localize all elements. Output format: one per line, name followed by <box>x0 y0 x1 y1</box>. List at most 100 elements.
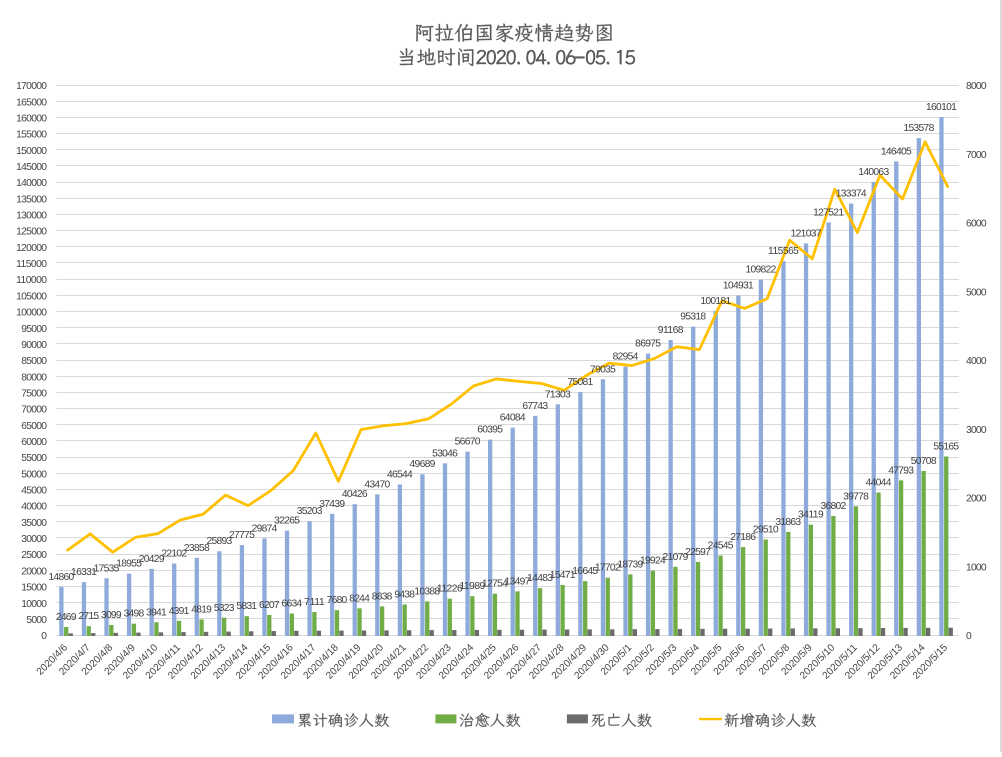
svg-text:140063: 140063 <box>858 167 889 178</box>
svg-text:4391: 4391 <box>169 606 190 617</box>
svg-text:22597: 22597 <box>685 547 711 558</box>
svg-text:25000: 25000 <box>21 550 47 561</box>
svg-text:16645: 16645 <box>572 566 598 577</box>
svg-text:133374: 133374 <box>836 189 867 200</box>
svg-text:49689: 49689 <box>410 459 436 470</box>
svg-text:165000: 165000 <box>16 97 47 108</box>
svg-text:3498: 3498 <box>124 609 145 620</box>
svg-text:22102: 22102 <box>161 548 187 559</box>
svg-text:100000: 100000 <box>16 308 47 319</box>
svg-text:115000: 115000 <box>16 259 47 270</box>
svg-text:65000: 65000 <box>21 421 47 432</box>
svg-text:43470: 43470 <box>364 479 390 490</box>
svg-text:135000: 135000 <box>16 194 47 205</box>
svg-text:95318: 95318 <box>680 312 706 323</box>
svg-text:115565: 115565 <box>768 246 799 257</box>
svg-text:27775: 27775 <box>229 530 255 541</box>
svg-text:14860: 14860 <box>48 572 74 583</box>
svg-text:14483: 14483 <box>527 573 553 584</box>
svg-text:71303: 71303 <box>545 389 571 400</box>
svg-text:104931: 104931 <box>723 281 754 292</box>
svg-text:155000: 155000 <box>16 130 47 141</box>
svg-text:25893: 25893 <box>206 536 232 547</box>
svg-text:140000: 140000 <box>16 178 47 189</box>
svg-text:90000: 90000 <box>21 340 47 351</box>
svg-text:34119: 34119 <box>798 510 824 521</box>
svg-text:4000: 4000 <box>966 356 987 367</box>
svg-text:100181: 100181 <box>700 296 731 307</box>
svg-text:11226: 11226 <box>437 584 463 595</box>
svg-text:146405: 146405 <box>881 146 912 157</box>
svg-text:31863: 31863 <box>775 517 801 528</box>
svg-text:37439: 37439 <box>319 499 345 510</box>
svg-text:35203: 35203 <box>297 506 323 517</box>
svg-text:23858: 23858 <box>184 543 210 554</box>
svg-text:109822: 109822 <box>745 265 776 276</box>
svg-text:3941: 3941 <box>146 607 167 618</box>
svg-text:20429: 20429 <box>139 554 165 565</box>
svg-text:15471: 15471 <box>550 570 576 581</box>
svg-text:75081: 75081 <box>567 377 593 388</box>
svg-text:7111: 7111 <box>304 597 325 608</box>
svg-text:79035: 79035 <box>590 364 616 375</box>
svg-text:36802: 36802 <box>821 501 847 512</box>
svg-text:64084: 64084 <box>500 413 526 424</box>
svg-text:120000: 120000 <box>16 243 47 254</box>
svg-text:32265: 32265 <box>274 516 300 527</box>
svg-text:18739: 18739 <box>617 559 643 570</box>
svg-text:47793: 47793 <box>888 465 914 476</box>
svg-text:56670: 56670 <box>455 437 481 448</box>
svg-text:95000: 95000 <box>21 324 47 335</box>
svg-text:82954: 82954 <box>613 352 639 363</box>
svg-text:0: 0 <box>966 631 972 642</box>
svg-text:125000: 125000 <box>16 227 47 238</box>
svg-text:6634: 6634 <box>282 599 303 610</box>
svg-text:7000: 7000 <box>966 150 987 161</box>
svg-text:6207: 6207 <box>259 600 280 611</box>
svg-text:53046: 53046 <box>432 448 458 459</box>
svg-text:55000: 55000 <box>21 453 47 464</box>
svg-text:160000: 160000 <box>16 113 47 124</box>
svg-text:10000: 10000 <box>21 599 47 610</box>
svg-text:40426: 40426 <box>342 489 368 500</box>
svg-text:145000: 145000 <box>16 162 47 173</box>
svg-text:27186: 27186 <box>730 532 756 543</box>
svg-text:17702: 17702 <box>595 563 621 574</box>
svg-text:9438: 9438 <box>394 589 415 600</box>
svg-text:12754: 12754 <box>482 579 508 590</box>
svg-text:2000: 2000 <box>966 494 987 505</box>
svg-text:13497: 13497 <box>505 576 531 587</box>
svg-text:130000: 130000 <box>16 211 47 222</box>
svg-text:17535: 17535 <box>94 563 120 574</box>
svg-text:55165: 55165 <box>933 442 959 453</box>
svg-text:35000: 35000 <box>21 518 47 529</box>
svg-text:2715: 2715 <box>78 611 99 622</box>
svg-text:39778: 39778 <box>843 491 869 502</box>
svg-text:5000: 5000 <box>26 615 47 626</box>
svg-text:160101: 160101 <box>926 102 957 113</box>
svg-text:4819: 4819 <box>191 604 212 615</box>
svg-text:24545: 24545 <box>708 541 734 552</box>
svg-text:46544: 46544 <box>387 469 413 480</box>
svg-text:30000: 30000 <box>21 534 47 545</box>
svg-text:150000: 150000 <box>16 146 47 157</box>
svg-text:60000: 60000 <box>21 437 47 448</box>
svg-text:60395: 60395 <box>477 425 503 436</box>
svg-text:29874: 29874 <box>252 523 278 534</box>
svg-text:75000: 75000 <box>21 388 47 399</box>
svg-text:8838: 8838 <box>372 591 393 602</box>
svg-text:5323: 5323 <box>214 603 235 614</box>
svg-text:121037: 121037 <box>791 228 822 239</box>
svg-text:80000: 80000 <box>21 372 47 383</box>
svg-text:3000: 3000 <box>966 425 987 436</box>
svg-text:153578: 153578 <box>903 123 934 134</box>
svg-text:1000: 1000 <box>966 562 987 573</box>
svg-text:44044: 44044 <box>866 478 892 489</box>
svg-text:20000: 20000 <box>21 566 47 577</box>
svg-text:0: 0 <box>41 631 47 642</box>
svg-text:10388: 10388 <box>414 586 440 597</box>
svg-text:8000: 8000 <box>966 81 987 92</box>
svg-text:2469: 2469 <box>56 612 77 623</box>
svg-text:105000: 105000 <box>16 291 47 302</box>
svg-text:110000: 110000 <box>16 275 47 286</box>
